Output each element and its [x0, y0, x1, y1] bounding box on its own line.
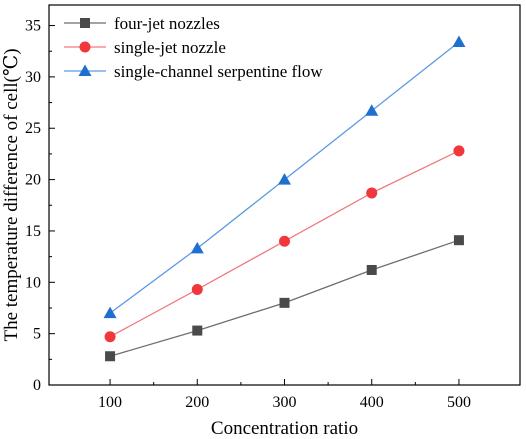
y-tick-label: 0 — [33, 377, 41, 394]
data-point — [191, 283, 203, 295]
axis-ticks: 100 200 300 400 500 0 5 10 15 20 25 30 35 — [25, 18, 471, 411]
data-point — [278, 173, 291, 185]
legend-item: four-jet nozzles — [64, 14, 220, 33]
legend-marker — [80, 18, 90, 28]
data-point — [366, 264, 377, 275]
x-tick-label: 500 — [447, 394, 471, 411]
legend: four-jet nozzles single-jet nozzle single-… — [64, 14, 323, 81]
series-2 — [104, 145, 465, 343]
legend-marker — [79, 41, 91, 53]
legend-item: single-channel serpentine flow — [64, 62, 323, 81]
data-point — [366, 187, 378, 199]
x-axis-label: Concentration ratio — [211, 418, 358, 439]
x-tick-label: 300 — [273, 394, 297, 411]
legend-item: single-jet nozzle — [64, 38, 226, 57]
y-tick-label: 15 — [25, 223, 41, 240]
data-point — [453, 235, 464, 246]
series-3 — [103, 35, 466, 319]
y-tick-label: 30 — [25, 69, 41, 86]
series-1 — [105, 235, 464, 362]
x-tick-label: 400 — [360, 394, 384, 411]
data-point — [104, 331, 116, 343]
y-tick-label: 5 — [33, 326, 41, 343]
data-series — [103, 35, 466, 362]
x-tick-label: 200 — [185, 394, 209, 411]
data-point — [192, 325, 203, 336]
legend-label: four-jet nozzles — [114, 14, 220, 33]
data-point — [103, 306, 117, 319]
data-point — [105, 351, 116, 362]
legend-marker — [78, 64, 92, 76]
data-point — [452, 35, 466, 47]
data-point — [365, 104, 379, 116]
y-tick-label: 10 — [25, 274, 41, 291]
x-tick-label: 100 — [98, 394, 122, 411]
y-axis-label: The temperature difference of cell(℃) — [1, 48, 22, 341]
data-point — [190, 241, 204, 254]
data-point — [453, 145, 465, 157]
y-tick-label: 20 — [25, 172, 41, 189]
y-tick-label: 25 — [25, 120, 41, 137]
y-tick-label: 35 — [25, 18, 41, 35]
legend-label: single-channel serpentine flow — [114, 62, 323, 81]
data-point — [279, 297, 290, 308]
data-point — [279, 235, 290, 247]
legend-label: single-jet nozzle — [114, 38, 226, 57]
